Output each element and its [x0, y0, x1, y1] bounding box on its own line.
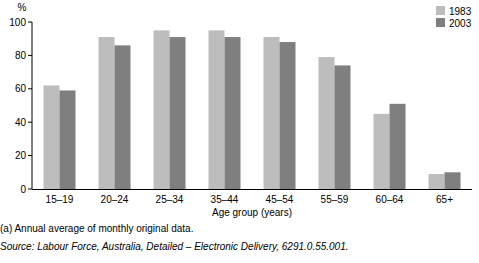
y-tick — [28, 122, 32, 123]
y-tick — [28, 55, 32, 56]
y-axis — [32, 22, 33, 189]
x-tick-label: 25–34 — [156, 194, 184, 205]
bar — [319, 57, 335, 189]
bar — [264, 37, 280, 189]
y-tick-label: 0 — [20, 184, 26, 195]
chart: % 0 20 40 60 80 100 15–19 20–24 25–34 35–44 45–54 55… — [0, 0, 479, 263]
y-axis-label: % — [18, 2, 27, 13]
x-tick-label: 20–24 — [101, 194, 129, 205]
legend-label: 1983 — [449, 6, 472, 17]
legend-swatch — [436, 18, 445, 27]
bar — [390, 104, 406, 189]
bar — [44, 85, 60, 189]
y-tick-label: 40 — [15, 117, 27, 128]
x-tick-label: 35–44 — [211, 194, 239, 205]
bar — [170, 37, 186, 189]
y-tick-label: 60 — [15, 83, 27, 94]
y-tick-label: 80 — [15, 50, 27, 61]
y-tick — [28, 88, 32, 89]
annotation: Source: Labour Force, Australia, Detaile… — [0, 241, 349, 252]
annotation: (a) Annual average of monthly original d… — [0, 223, 193, 234]
bars — [44, 30, 461, 189]
x-tick-label: 55–59 — [321, 194, 349, 205]
bar — [225, 37, 241, 189]
y-tick-label: 100 — [9, 17, 26, 28]
bar — [429, 174, 445, 189]
legend-swatch — [436, 6, 445, 15]
bar — [154, 30, 170, 189]
y-tick-label: 20 — [15, 150, 27, 161]
bar — [209, 30, 225, 189]
bar — [335, 65, 351, 189]
y-tick — [28, 189, 32, 190]
bar — [445, 172, 461, 189]
x-axis — [32, 189, 472, 190]
bar — [99, 37, 115, 189]
x-axis-label: Age group (years) — [212, 207, 292, 218]
x-tick-label: 15–19 — [46, 194, 74, 205]
bar — [280, 42, 296, 189]
bar — [115, 45, 131, 189]
bar — [374, 114, 390, 189]
x-tick-label: 60–64 — [376, 194, 404, 205]
legend-label: 2003 — [449, 18, 472, 29]
y-tick — [28, 155, 32, 156]
bar — [60, 90, 76, 189]
y-tick — [28, 22, 32, 23]
x-tick-label: 65+ — [436, 194, 453, 205]
x-tick-label: 45–54 — [266, 194, 294, 205]
